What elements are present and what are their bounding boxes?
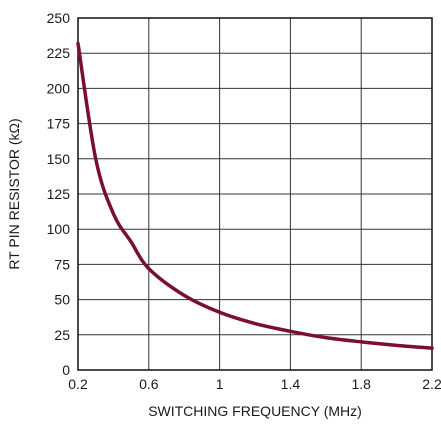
series-line — [76, 41, 434, 350]
y-tick-label: 75 — [54, 256, 70, 272]
x-axis-title: SWITCHING FREQUENCY (MHz) — [148, 403, 362, 419]
series-layer — [76, 41, 434, 350]
x-tick-labels: 0.2 0.6 1 1.4 1.8 2.2 — [68, 376, 441, 392]
x-tick-label: 0.2 — [68, 376, 88, 392]
y-axis-title: RT PIN RESISTOR (kΩ) — [6, 118, 22, 269]
plot-frame — [77, 17, 433, 371]
x-tick-label: 1.4 — [281, 376, 301, 392]
y-tick-label: 250 — [47, 10, 71, 26]
x-tick-label: 0.6 — [139, 376, 159, 392]
x-tick-label: 1 — [216, 376, 224, 392]
y-tick-label: 50 — [54, 292, 70, 308]
y-tick-label: 150 — [47, 151, 71, 167]
y-tick-label: 25 — [54, 327, 70, 343]
y-tick-label: 175 — [47, 116, 71, 132]
y-gridlines — [78, 17, 432, 371]
y-tick-label: 100 — [47, 221, 71, 237]
y-tick-label: 200 — [47, 80, 71, 96]
y-tick-labels: 0 25 50 75 100 125 150 175 200 225 250 — [47, 10, 71, 378]
x-tick-label: 2.2 — [422, 376, 441, 392]
y-tick-label: 0 — [62, 362, 70, 378]
x-tick-label: 1.8 — [351, 376, 371, 392]
y-tick-label: 125 — [47, 186, 71, 202]
y-tick-label: 225 — [47, 45, 71, 61]
